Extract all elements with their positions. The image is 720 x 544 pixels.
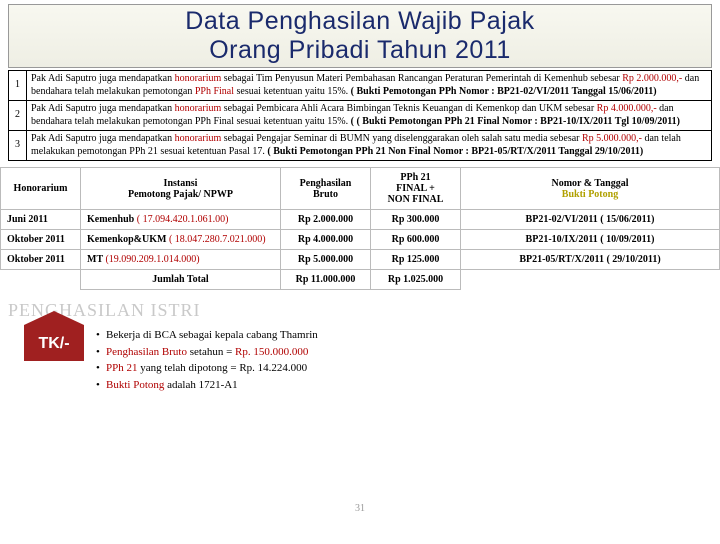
cell-bp: BP21-02/VI/2011 ( 15/06/2011) (461, 210, 720, 230)
col-honorarium: Honorarium (1, 168, 81, 210)
istri-block: TK/- •Bekerja di BCA sebagai kepala caba… (24, 325, 720, 393)
cell-period: Juni 2011 (1, 210, 81, 230)
tk-badge: TK/- (24, 325, 84, 361)
page-number: 31 (355, 503, 365, 514)
title-line1: Data Penghasilan Wajib Pajak (185, 7, 534, 35)
desc-text: Pak Adi Saputro juga mendapatkan honorar… (27, 71, 712, 101)
cell-inst: Kemenhub ( 17.094.420.1.061.00) (81, 210, 281, 230)
cell-bruto: Rp 4.000.000 (281, 230, 371, 250)
col-bruto: Penghasilan Bruto (281, 168, 371, 210)
col-bukti: Nomor & Tanggal Bukti Potong (461, 168, 720, 210)
cell-inst: MT (19.090.209.1.014.000) (81, 250, 281, 270)
cell-pph: Rp 600.000 (371, 230, 461, 250)
cell-period: Oktober 2011 (1, 250, 81, 270)
total-pph: Rp 1.025.000 (371, 270, 461, 290)
cell-bruto: Rp 5.000.000 (281, 250, 371, 270)
cell-bruto: Rp 2.000.000 (281, 210, 371, 230)
description-table: 1Pak Adi Saputro juga mendapatkan honora… (8, 70, 712, 161)
table-row: Oktober 2011MT (19.090.209.1.014.000)Rp … (1, 250, 720, 270)
income-table: Honorarium Instansi Pemotong Pajak/ NPWP… (0, 167, 720, 290)
desc-num: 1 (9, 71, 27, 101)
desc-num: 2 (9, 101, 27, 131)
title-line2: Orang Pribadi Tahun 2011 (209, 36, 511, 64)
desc-text: Pak Adi Saputro juga mendapatkan honorar… (27, 101, 712, 131)
section-istri-label: PENGHASILAN ISTRI (8, 300, 720, 321)
istri-list: •Bekerja di BCA sebagai kepala cabang Th… (96, 325, 318, 393)
desc-text: Pak Adi Saputro juga mendapatkan honorar… (27, 131, 712, 161)
desc-num: 3 (9, 131, 27, 161)
cell-bp: BP21-10/IX/2011 ( 10/09/2011) (461, 230, 720, 250)
col-instansi: Instansi Pemotong Pajak/ NPWP (81, 168, 281, 210)
tk-label: TK/- (24, 325, 84, 361)
total-label: Jumlah Total (81, 270, 281, 290)
cell-inst: Kemenkop&UKM ( 18.047.280.7.021.000) (81, 230, 281, 250)
col-pph: PPh 21 FINAL + NON FINAL (371, 168, 461, 210)
cell-pph: Rp 300.000 (371, 210, 461, 230)
page-title: Data Penghasilan Wajib Pajak Orang Priba… (8, 4, 712, 68)
table-total-row: Jumlah TotalRp 11.000.000Rp 1.025.000 (1, 270, 720, 290)
cell-period: Oktober 2011 (1, 230, 81, 250)
table-row: Oktober 2011Kemenkop&UKM ( 18.047.280.7.… (1, 230, 720, 250)
cell-bp: BP21-05/RT/X/2011 ( 29/10/2011) (461, 250, 720, 270)
total-bruto: Rp 11.000.000 (281, 270, 371, 290)
table-row: Juni 2011Kemenhub ( 17.094.420.1.061.00)… (1, 210, 720, 230)
cell-pph: Rp 125.000 (371, 250, 461, 270)
